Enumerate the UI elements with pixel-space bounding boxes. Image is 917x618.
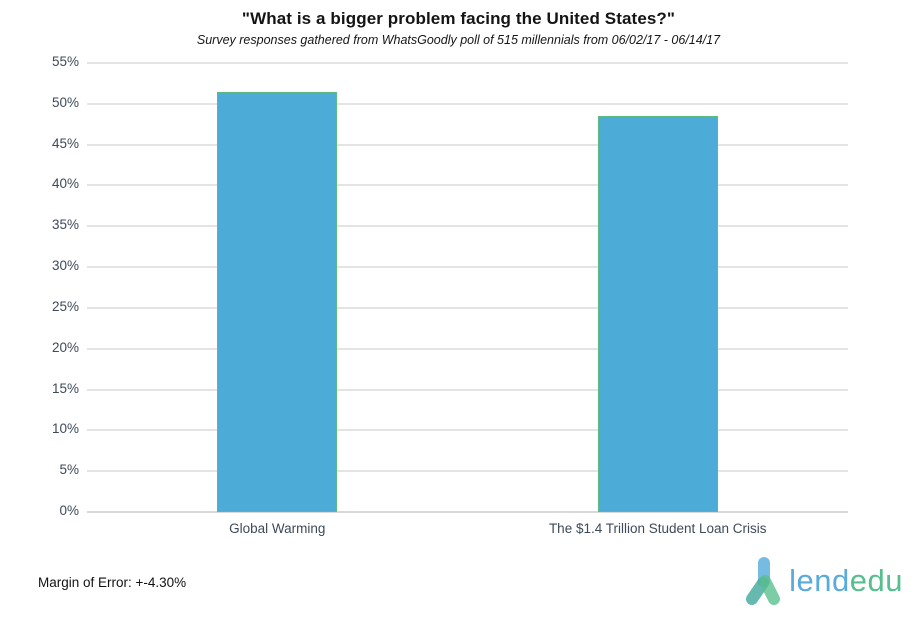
y-tick-label: 20% xyxy=(51,339,79,355)
y-tick-label: 50% xyxy=(51,94,79,110)
y-tick-label: 5% xyxy=(59,462,79,478)
margin-of-error-note: Margin of Error: +-4.30% xyxy=(38,575,187,590)
x-axis-baseline xyxy=(87,511,848,513)
y-tick-label: 30% xyxy=(51,258,79,274)
gridline xyxy=(87,143,848,146)
gridline xyxy=(87,470,848,473)
y-tick-label: 25% xyxy=(51,298,79,314)
x-category-label: The $1.4 Trillion Student Loan Crisis xyxy=(548,521,767,536)
x-category-label: Global Warming xyxy=(229,521,326,536)
lendedu-wordmark-blue: lend xyxy=(789,563,850,598)
gridline xyxy=(87,306,848,309)
y-tick-label: 35% xyxy=(51,217,79,233)
gridline xyxy=(87,266,848,269)
y-tick-label: 45% xyxy=(51,135,79,151)
gridline xyxy=(87,62,848,64)
lendedu-logo: lendedu xyxy=(743,554,903,608)
lendedu-person-icon xyxy=(746,557,781,605)
lendedu-wordmark-green: edu xyxy=(849,563,903,598)
gridline xyxy=(87,347,848,350)
gridline xyxy=(87,225,848,228)
y-tick-label: 15% xyxy=(51,380,79,396)
chart-subtitle: Survey responses gathered from WhatsGood… xyxy=(196,33,721,47)
bar-global-warming xyxy=(217,91,338,512)
y-tick-label: 0% xyxy=(59,503,79,518)
gridline xyxy=(87,388,848,391)
bar-the-1-4-trillion-student-loan-crisis xyxy=(597,116,718,512)
lendedu-wordmark: lendedu xyxy=(789,563,903,599)
y-tick-label: 10% xyxy=(51,421,79,437)
gridline xyxy=(87,429,848,432)
y-tick-label: 55% xyxy=(51,54,79,69)
gridline xyxy=(87,184,848,187)
y-tick-label: 40% xyxy=(51,176,79,192)
chart-title: "What is a bigger problem facing the Uni… xyxy=(241,9,676,28)
gridline xyxy=(87,102,848,105)
